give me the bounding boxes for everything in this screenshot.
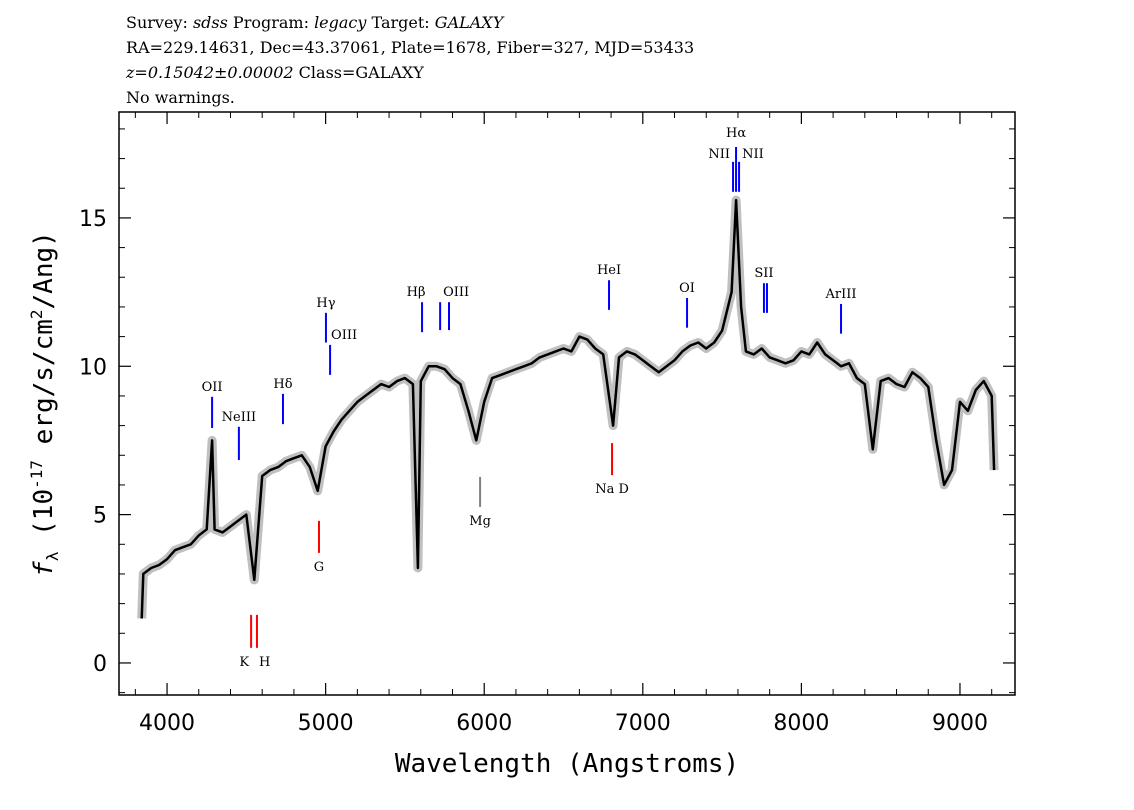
flux-line	[140, 198, 996, 619]
target-value: GALAXY	[434, 13, 504, 32]
x-tick-label: 9000	[932, 711, 988, 736]
class-label: Class=GALAXY	[298, 63, 424, 82]
target-label: Target:	[371, 13, 430, 32]
program-value: legacy	[314, 13, 367, 32]
line-label: Hδ	[273, 377, 292, 392]
line-label: NII	[742, 147, 764, 162]
line-label: Hβ	[407, 285, 426, 300]
x-tick-label: 8000	[773, 711, 829, 736]
line-label: Hα	[726, 126, 746, 141]
line-label: SII	[754, 266, 773, 281]
redshift: z=0.15042±0.00002	[126, 63, 294, 82]
y-tick-label: 5	[93, 504, 107, 529]
line-label: OIII	[331, 328, 357, 343]
x-tick-label: 6000	[456, 711, 512, 736]
x-tick-label: 5000	[298, 711, 354, 736]
y-tick-label: 0	[93, 652, 107, 677]
line-label: OI	[679, 281, 695, 296]
line-label: Mg	[469, 514, 491, 529]
x-axis-label: Wavelength (Angstroms)	[395, 749, 739, 779]
line-label: OIII	[443, 285, 469, 300]
error-band	[137, 195, 999, 619]
line-label: Hγ	[316, 296, 335, 311]
line-label: K	[239, 655, 249, 670]
line-label: Na D	[595, 482, 629, 497]
line-label: ArIII	[825, 287, 857, 302]
y-axis-label: fλ (10-17 erg/s/cm2/Ang)	[27, 231, 62, 577]
header-line-1: Survey: sdss Program: legacy Target: GAL…	[126, 12, 503, 33]
survey-label: Survey:	[126, 13, 188, 32]
plot-frame	[118, 111, 1016, 696]
header-coords: RA=229.14631, Dec=43.37061, Plate=1678, …	[126, 38, 695, 57]
header-warnings: No warnings.	[126, 88, 235, 107]
survey-value: sdss	[192, 13, 228, 32]
line-label: NeIII	[222, 410, 256, 425]
x-tick-label: 7000	[615, 711, 671, 736]
y-tick-label: 15	[79, 207, 107, 232]
x-tick-label: 4000	[139, 711, 195, 736]
y-tick-label: 10	[79, 355, 107, 380]
line-label: OII	[202, 380, 223, 395]
header-line-3: z=0.15042±0.00002 Class=GALAXY	[126, 62, 424, 83]
line-label: HeI	[597, 263, 621, 278]
program-label: Program:	[232, 13, 309, 32]
line-label: NII	[708, 147, 730, 162]
line-label: G	[314, 560, 324, 575]
line-label: H	[259, 655, 270, 670]
